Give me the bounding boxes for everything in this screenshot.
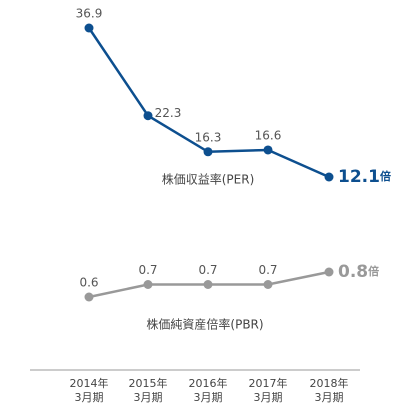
value-label: 0.6 bbox=[79, 276, 98, 290]
value-text: 12.1 bbox=[338, 167, 380, 187]
point bbox=[263, 145, 273, 155]
point bbox=[203, 280, 213, 289]
value-label: 0.8倍 bbox=[338, 262, 379, 282]
series-label: 株価収益率(PER) bbox=[162, 172, 255, 187]
point bbox=[143, 280, 153, 289]
x-tick-label: 2018年 bbox=[310, 376, 349, 390]
x-tick-label: 2017年 bbox=[249, 376, 288, 390]
value-label: 0.7 bbox=[138, 263, 157, 277]
point bbox=[324, 172, 334, 182]
value-label: 0.7 bbox=[258, 263, 277, 277]
point bbox=[324, 267, 334, 277]
point bbox=[143, 111, 153, 121]
x-tick-label: 3月期 bbox=[254, 391, 283, 404]
point bbox=[84, 23, 94, 33]
x-tick-label: 2014年 bbox=[70, 376, 109, 390]
point bbox=[263, 280, 273, 289]
x-tick-label: 3月期 bbox=[194, 391, 223, 404]
value-label: 12.1倍 bbox=[338, 167, 391, 187]
value-label: 16.3 bbox=[195, 130, 222, 144]
value-label: 0.7 bbox=[198, 263, 217, 277]
point bbox=[84, 292, 94, 302]
value-label: 22.3 bbox=[155, 106, 182, 120]
x-tick-label: 2015年 bbox=[129, 376, 168, 390]
x-tick-label: 2016年 bbox=[189, 376, 228, 390]
value-label: 16.6 bbox=[255, 128, 282, 142]
unit-text: 倍 bbox=[380, 169, 391, 183]
series-label: 株価純資産倍率(PBR) bbox=[146, 317, 263, 332]
x-tick-label: 3月期 bbox=[315, 391, 344, 404]
unit-text: 倍 bbox=[368, 264, 379, 278]
x-tick-label: 3月期 bbox=[75, 391, 104, 404]
x-tick-label: 3月期 bbox=[134, 391, 163, 404]
point bbox=[203, 147, 213, 157]
value-label: 36.9 bbox=[76, 7, 103, 21]
value-text: 0.8 bbox=[338, 262, 368, 282]
